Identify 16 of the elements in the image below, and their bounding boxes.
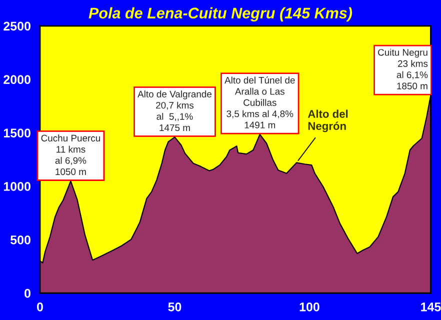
- y-tick-label: 1000: [4, 182, 30, 191]
- x-tick-label: 0: [37, 302, 43, 312]
- annotation: Cuchu Puercu 11 kms al 6,9% 1050 m: [41, 134, 100, 176]
- annotation: Alto del Túnel de Aralla o Las Cubillas 3,5 kms al 4,8% 1491 m: [224, 76, 295, 128]
- annotation: Alto de Valgrande 20,7 kms al 5,,1% 1475 m: [138, 90, 212, 132]
- y-tick-label: 500: [10, 235, 30, 244]
- annotation: Alto del Negrón: [308, 110, 348, 132]
- y-tick-label: 2000: [4, 75, 30, 84]
- y-tick-label: 2500: [4, 22, 30, 31]
- y-tick-label: 1500: [4, 128, 30, 138]
- x-tick-label: 145: [421, 302, 441, 312]
- annotation: Cuitu Negru 23 kms al 6,1% 1850 m: [378, 48, 428, 90]
- y-tick-label: 0: [24, 288, 30, 298]
- chart-title: Pola de Lena-Cuitu Negru (145 Kms): [88, 7, 352, 22]
- x-tick-label: 50: [168, 302, 182, 312]
- x-tick-label: 100: [300, 302, 320, 312]
